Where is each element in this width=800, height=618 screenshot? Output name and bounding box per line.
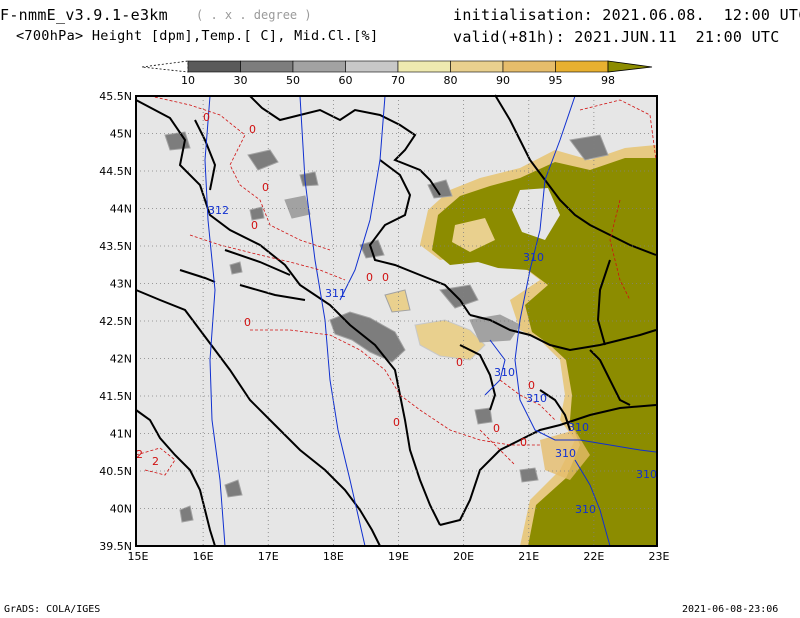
fields-title: <700hPa> Height [dpm],Temp.[ C], Mid.Cl.… xyxy=(16,28,379,44)
height-label: 312 xyxy=(208,204,229,217)
map-frame xyxy=(135,95,658,547)
height-label: 310 xyxy=(526,392,547,405)
map-area: 312 311 310 310 310 310 310 310 310 0 0 … xyxy=(135,94,658,547)
init-time: initialisation: 2021.06.08. 12:00 UTC xyxy=(453,6,800,24)
colorbar-segment xyxy=(555,60,609,73)
cloud-hole-2 xyxy=(452,218,495,252)
temp-label: 0 xyxy=(203,111,210,124)
lon-tick-label: 21E xyxy=(518,550,539,563)
colorbar-segment xyxy=(345,60,399,73)
lon-tick-label: 22E xyxy=(583,550,604,563)
lat-tick-label: 42N xyxy=(110,353,132,366)
colorbar-segment xyxy=(450,60,504,73)
temp-label: 2 xyxy=(152,455,159,468)
grid-lines xyxy=(136,96,657,546)
lon-tick-label: 18E xyxy=(323,550,344,563)
height-contours xyxy=(204,95,657,547)
model-title: F-nmmE_v3.9.1-e3km xyxy=(0,6,168,24)
temp-label: 0 xyxy=(366,271,373,284)
temp-labels: 0 0 0 0 0 0 0 0 0 0 0 0 2 2 xyxy=(136,111,535,468)
lat-tick-label: 45N xyxy=(110,128,132,141)
lat-tick-label: 40.5N xyxy=(99,465,132,478)
lat-tick-label: 41N xyxy=(110,428,132,441)
lon-tick-label: 17E xyxy=(258,550,279,563)
height-label: 310 xyxy=(494,366,515,379)
height-label: 310 xyxy=(636,468,657,481)
colorbar-segment xyxy=(397,60,451,73)
temp-label: 0 xyxy=(493,422,500,435)
colorbar-tick-label: 80 xyxy=(444,74,458,87)
temp-label: 0 xyxy=(520,436,527,449)
colorbar-segment xyxy=(187,60,241,73)
colorbar-segment xyxy=(502,60,556,73)
colorbar-tri-left xyxy=(141,60,189,73)
cloud-yellow-south xyxy=(540,430,590,480)
temp-label: 0 xyxy=(244,316,251,329)
height-labels: 312 311 310 310 310 310 310 310 310 xyxy=(208,204,657,516)
colorbar-tick-label: 60 xyxy=(339,74,353,87)
temp-label: 0 xyxy=(249,123,256,136)
lat-tick-label: 43N xyxy=(110,278,132,291)
colorbar-tick-label: 90 xyxy=(496,74,510,87)
cloud-hole-1 xyxy=(512,188,560,240)
temp-label: 0 xyxy=(251,219,258,232)
lat-tick-label: 40N xyxy=(110,503,132,516)
colorbar-tick-label: 98 xyxy=(601,74,615,87)
height-label: 310 xyxy=(568,421,589,434)
longitude-labels: 15E 16E 17E 18E 19E 20E 21E 22E 23E xyxy=(128,550,670,563)
lat-tick-label: 43.5N xyxy=(99,240,132,253)
lat-tick-label: 44N xyxy=(110,203,132,216)
height-label: 310 xyxy=(555,447,576,460)
height-label: 311 xyxy=(325,287,346,300)
units-note: ( . x . degree ) xyxy=(196,8,312,22)
temp-label: 0 xyxy=(528,379,535,392)
lat-tick-label: 41.5N xyxy=(99,390,132,403)
lat-tick-label: 42.5N xyxy=(99,315,132,328)
temp-contours xyxy=(135,95,657,476)
colorbar-tick-label: 30 xyxy=(234,74,248,87)
temp-label: 0 xyxy=(393,416,400,429)
lon-tick-label: 19E xyxy=(388,550,409,563)
colorbar-tick-label: 70 xyxy=(391,74,405,87)
temp-label: 0 xyxy=(382,271,389,284)
colorbar-tick-label: 95 xyxy=(549,74,563,87)
temp-label: 0 xyxy=(456,356,463,369)
temp-label: 2 xyxy=(136,448,143,461)
lat-tick-label: 45.5N xyxy=(99,90,132,103)
cloud-area-east-dense xyxy=(432,158,656,546)
temp-label: 0 xyxy=(262,181,269,194)
footer-left: GrADS: COLA/IGES xyxy=(4,604,101,615)
latitude-labels: 45.5N 45N 44.5N 44N 43.5N 43N 42.5N 42N 41.5N 41N… xyxy=(99,90,132,553)
colorbar: 10 30 50 60 70 80 90 95 98 xyxy=(141,60,653,87)
lon-tick-label: 16E xyxy=(193,550,214,563)
colorbar-segment xyxy=(240,60,294,73)
lat-tick-label: 39.5N xyxy=(99,540,132,553)
lon-tick-label: 15E xyxy=(128,550,149,563)
valid-time: valid(+81h): 2021.JUN.11 21:00 UTC xyxy=(453,28,780,46)
lon-tick-label: 20E xyxy=(453,550,474,563)
height-label: 310 xyxy=(575,503,596,516)
colorbar-segment xyxy=(292,60,346,73)
footer-right: 2021-06-08-23:06 xyxy=(682,604,779,615)
colorbar-tick-label: 50 xyxy=(286,74,300,87)
colorbar-tri-right xyxy=(607,60,653,73)
lon-tick-label: 23E xyxy=(649,550,670,563)
lat-tick-label: 44.5N xyxy=(99,165,132,178)
colorbar-tick-label: 10 xyxy=(181,74,195,87)
height-label: 310 xyxy=(523,251,544,264)
